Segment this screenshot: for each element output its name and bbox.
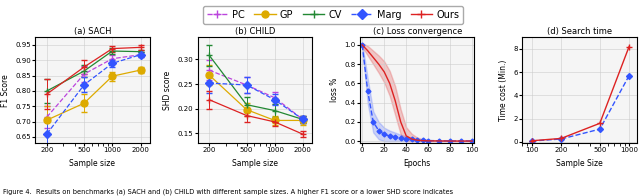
Title: (d) Search time: (d) Search time: [547, 27, 612, 36]
Y-axis label: F1 Score: F1 Score: [1, 74, 10, 107]
X-axis label: Sample Size: Sample Size: [556, 159, 603, 168]
Title: (a) SACH: (a) SACH: [74, 27, 111, 36]
Title: (b) CHILD: (b) CHILD: [235, 27, 275, 36]
Legend: PC, GP, CV, Marg, Ours: PC, GP, CV, Marg, Ours: [203, 6, 463, 24]
Title: (c) Loss convergence: (c) Loss convergence: [372, 27, 462, 36]
X-axis label: Sample size: Sample size: [69, 159, 115, 168]
Text: Figure 4.  Results on benchmarks (a) SACH and (b) CHILD with different sample si: Figure 4. Results on benchmarks (a) SACH…: [3, 189, 453, 195]
X-axis label: Sample size: Sample size: [232, 159, 278, 168]
Y-axis label: Time cost (Min.): Time cost (Min.): [499, 59, 508, 121]
Y-axis label: loss %: loss %: [330, 78, 339, 102]
X-axis label: Epochs: Epochs: [404, 159, 431, 168]
Y-axis label: SHD score: SHD score: [163, 71, 172, 110]
